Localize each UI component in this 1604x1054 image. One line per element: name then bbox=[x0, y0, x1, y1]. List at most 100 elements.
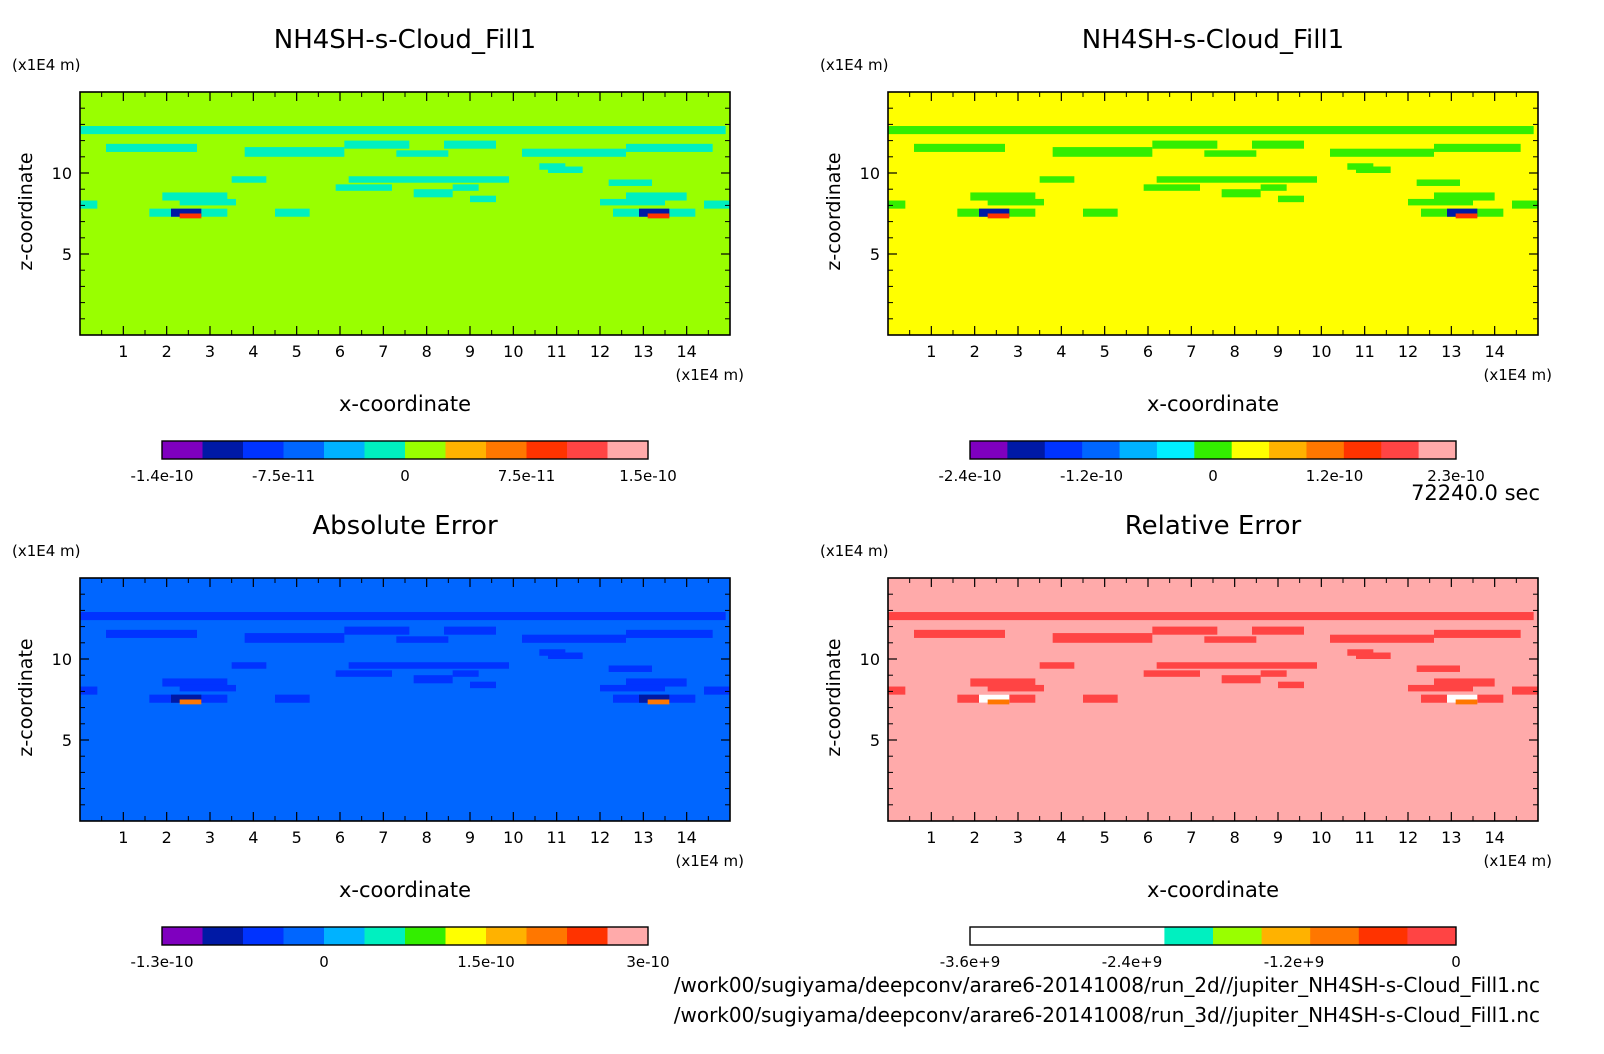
colorbar-segment bbox=[1343, 441, 1382, 459]
cloud-feature bbox=[231, 176, 267, 183]
cloud-feature bbox=[162, 678, 228, 687]
cloud-feature bbox=[1434, 143, 1521, 152]
cloud-feature bbox=[626, 629, 713, 638]
extreme-spot bbox=[1447, 694, 1478, 703]
extreme-spot bbox=[179, 213, 202, 219]
cloud-feature bbox=[344, 140, 410, 149]
x-tick-label: 8 bbox=[1230, 342, 1240, 361]
cloud-feature bbox=[470, 681, 496, 689]
colorbar-segment bbox=[1044, 441, 1083, 459]
x-tick-label: 9 bbox=[1273, 342, 1283, 361]
x-tick-label: 12 bbox=[1398, 828, 1418, 847]
colorbar-segment bbox=[1358, 927, 1408, 945]
cloud-feature bbox=[1052, 633, 1153, 643]
x-tick-label: 14 bbox=[676, 828, 696, 847]
x-tick-label: 12 bbox=[1398, 342, 1418, 361]
cloud-feature bbox=[396, 636, 449, 643]
cloud-feature bbox=[179, 684, 236, 692]
colorbar-segment bbox=[526, 927, 568, 945]
colorbar-tick-label: 2.3e-10 bbox=[1427, 467, 1485, 485]
x-tick-label: 10 bbox=[1311, 342, 1331, 361]
x-unit-label: (x1E4 m) bbox=[675, 852, 744, 870]
colorbar-segment bbox=[1306, 441, 1345, 459]
cloud-feature bbox=[106, 143, 197, 152]
x-tick-label: 5 bbox=[1100, 828, 1110, 847]
file-path-2: /work00/sugiyama/deepconv/arare6-2014100… bbox=[674, 1003, 1540, 1027]
extreme-spot bbox=[987, 699, 1010, 705]
cloud-feature bbox=[1347, 649, 1374, 656]
cloud-feature bbox=[970, 678, 1036, 687]
cloud-feature bbox=[80, 612, 726, 621]
cloud-feature bbox=[522, 634, 626, 643]
x-unit-label: (x1E4 m) bbox=[1483, 366, 1552, 384]
x-tick-label: 12 bbox=[590, 342, 610, 361]
cloud-feature bbox=[600, 684, 665, 692]
x-tick-label: 9 bbox=[465, 342, 475, 361]
colorbar-segment bbox=[1115, 927, 1165, 945]
colorbar-tick-label: 0 bbox=[1451, 953, 1461, 971]
cloud-feature bbox=[452, 184, 479, 191]
colorbar-segment bbox=[1310, 927, 1360, 945]
cloud-feature bbox=[539, 649, 566, 656]
y-tick-label: 5 bbox=[62, 731, 72, 750]
cloud-feature bbox=[1278, 681, 1304, 689]
cloud-feature bbox=[244, 147, 345, 157]
cloud-feature bbox=[1512, 686, 1538, 695]
x-tick-label: 11 bbox=[546, 828, 566, 847]
x-tick-label: 7 bbox=[1186, 342, 1196, 361]
cloud-feature bbox=[413, 675, 453, 684]
cloud-feature bbox=[1330, 148, 1434, 157]
x-tick-label: 5 bbox=[292, 342, 302, 361]
cloud-feature bbox=[1408, 684, 1473, 692]
y-unit-label: (x1E4 m) bbox=[12, 542, 81, 560]
cloud-feature bbox=[914, 629, 1005, 638]
colorbar-frame bbox=[161, 926, 649, 946]
cloud-feature bbox=[275, 208, 310, 217]
colorbar-tick-label: 0 bbox=[400, 467, 410, 485]
cloud-feature bbox=[888, 126, 1534, 135]
y-tick-label: 5 bbox=[870, 731, 880, 750]
cloud-feature bbox=[335, 670, 392, 677]
colorbar-segment bbox=[1082, 441, 1121, 459]
x-tick-label: 11 bbox=[1354, 342, 1374, 361]
cloud-feature bbox=[1356, 166, 1391, 173]
cloud-feature bbox=[970, 192, 1036, 201]
cloud-feature bbox=[1221, 189, 1261, 198]
colorbar-segment bbox=[162, 927, 203, 945]
x-tick-label: 13 bbox=[1441, 342, 1461, 361]
x-tick-label: 2 bbox=[162, 342, 172, 361]
cloud-feature bbox=[162, 192, 228, 201]
colorbar-segment bbox=[1164, 927, 1214, 945]
cloud-feature bbox=[179, 198, 236, 206]
colorbar-segment bbox=[364, 441, 406, 459]
cloud-feature bbox=[244, 633, 345, 643]
y-tick-label: 5 bbox=[62, 245, 72, 264]
cloud-feature bbox=[1252, 140, 1304, 149]
cloud-feature bbox=[608, 179, 652, 186]
cloud-feature bbox=[452, 670, 479, 677]
colorbar-segment bbox=[405, 441, 446, 459]
colorbar-segment bbox=[1261, 927, 1311, 945]
x-tick-label: 6 bbox=[1143, 828, 1153, 847]
cloud-feature bbox=[888, 686, 906, 695]
colorbar-tick-label: 0 bbox=[319, 953, 329, 971]
x-tick-label: 4 bbox=[248, 342, 258, 361]
colorbar-tick-label: -2.4e-10 bbox=[939, 467, 1002, 485]
cloud-feature bbox=[1152, 626, 1218, 635]
cloud-feature bbox=[987, 198, 1044, 206]
chart-title: NH4SH-s-Cloud_Fill1 bbox=[1082, 25, 1344, 55]
colorbar-tick-label: -7.5e-11 bbox=[252, 467, 315, 485]
cloud-feature bbox=[1039, 662, 1075, 669]
colorbar-tick-label: -1.3e-10 bbox=[131, 953, 194, 971]
chart-title: NH4SH-s-Cloud_Fill1 bbox=[274, 25, 536, 55]
cloud-feature bbox=[914, 143, 1005, 152]
x-tick-label: 3 bbox=[1013, 342, 1023, 361]
x-tick-label: 9 bbox=[465, 828, 475, 847]
cloud-feature bbox=[348, 176, 509, 183]
cloud-feature bbox=[1252, 626, 1304, 635]
y-axis-label: z-coordinate bbox=[823, 638, 845, 756]
cloud-feature bbox=[1083, 694, 1118, 703]
x-unit-label: (x1E4 m) bbox=[1483, 852, 1552, 870]
colorbar-segment bbox=[607, 927, 649, 945]
cloud-feature bbox=[1221, 675, 1261, 684]
